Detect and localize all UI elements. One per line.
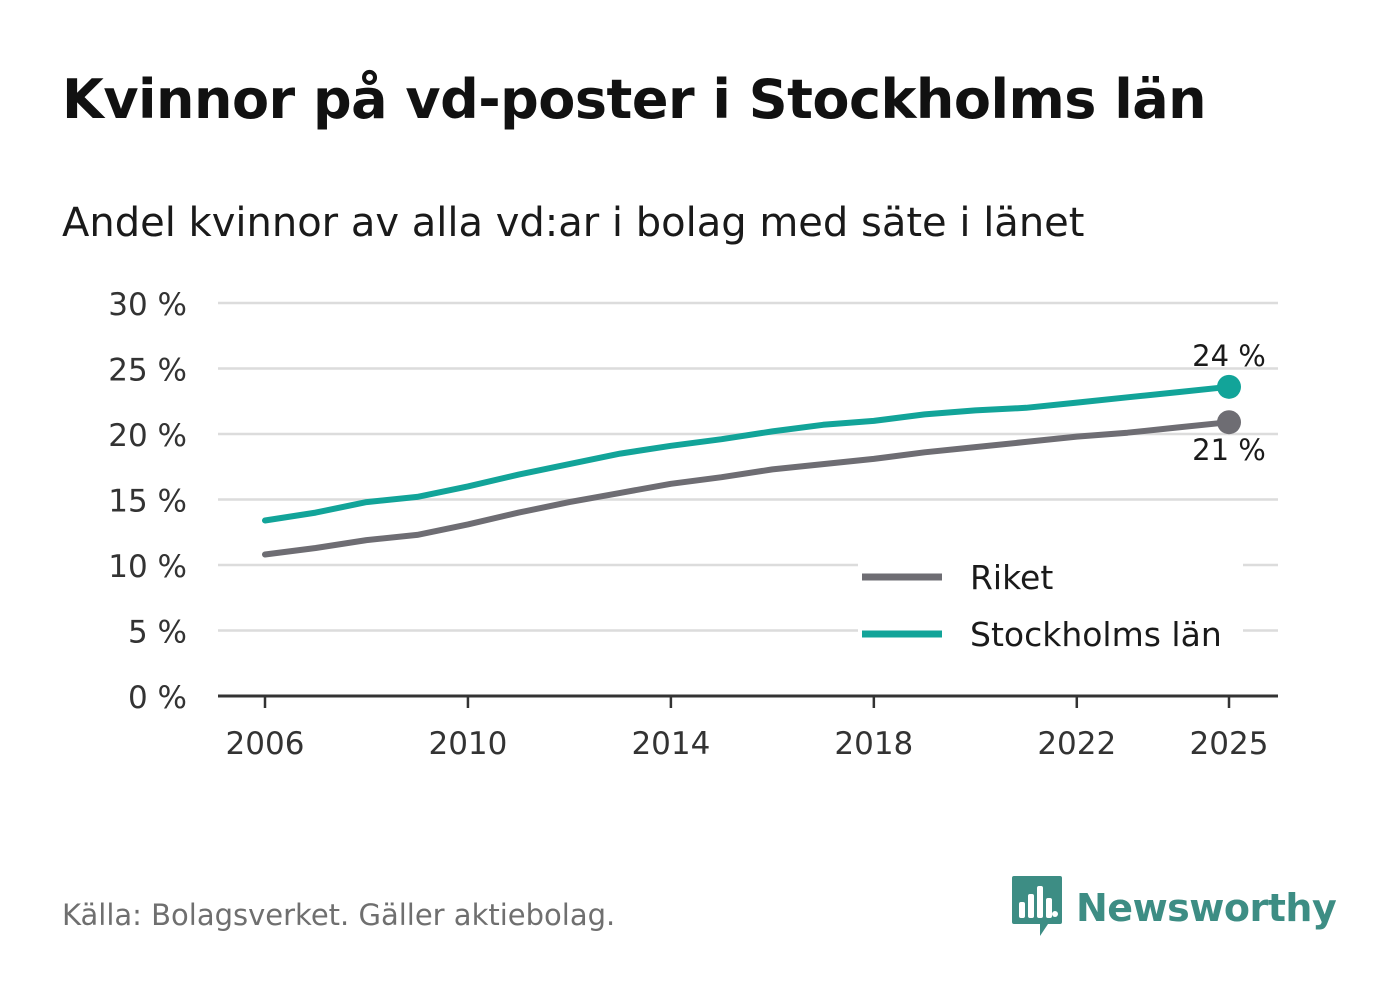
y-tick-label: 20 % [108, 418, 187, 454]
brand-logo: Newsworthy [1010, 874, 1337, 942]
chart-subtitle: Andel kvinnor av alla vd:ar i bolag med … [62, 200, 1085, 246]
x-tick-label: 2006 [226, 726, 305, 762]
series-lines [262, 374, 1241, 558]
y-tick-label: 5 % [128, 615, 187, 651]
end-value-label: 24 % [1192, 339, 1266, 373]
legend-label: Riket [970, 558, 1053, 597]
y-tick-label: 0 % [128, 680, 187, 716]
y-tick-label: 10 % [108, 549, 187, 585]
y-tick-label: 30 % [108, 287, 187, 323]
data-labels: 21 % 24 % [1192, 339, 1266, 467]
series-line-riket [262, 419, 1232, 558]
series-line-stockholm [262, 383, 1232, 524]
y-tick-label: 15 % [108, 484, 187, 520]
x-tick-label: 2022 [1037, 726, 1116, 762]
end-value-label: 21 % [1192, 433, 1266, 467]
axes: 0 % 5 % 10 % 15 % 20 % 25 % 30 % 2006 2010 2014 20… [108, 287, 1278, 762]
legend-label: Stockholms län [970, 615, 1222, 654]
newsworthy-logo-icon [1010, 874, 1064, 942]
end-point-marker [1217, 374, 1241, 399]
x-tick-label: 2018 [834, 726, 913, 762]
x-tick-label: 2010 [428, 726, 507, 762]
x-tick-label: 2025 [1190, 726, 1269, 762]
source-note: Källa: Bolagsverket. Gäller aktiebolag. [62, 898, 616, 932]
end-point-marker [1217, 410, 1241, 435]
y-tick-label: 25 % [108, 353, 187, 389]
legend: Riket Stockholms län [858, 558, 1243, 655]
x-tick-label: 2014 [631, 726, 710, 762]
brand-name: Newsworthy [1076, 886, 1337, 930]
chart-title: Kvinnor på vd-poster i Stockholms län [62, 68, 1207, 131]
